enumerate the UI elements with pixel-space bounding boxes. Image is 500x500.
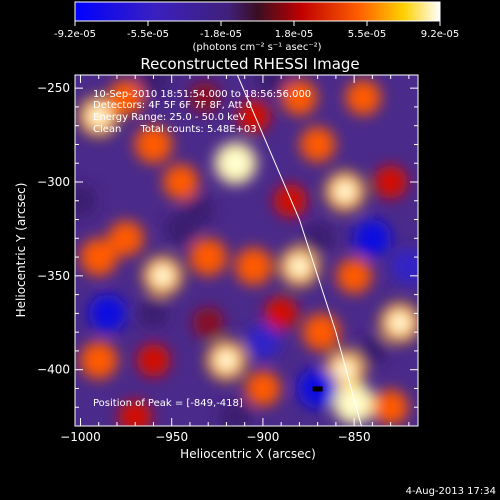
x-tick-label: −1000 bbox=[60, 430, 101, 444]
heatmap-blob bbox=[79, 341, 118, 380]
heatmap-blob bbox=[234, 247, 273, 286]
heatmap-blob bbox=[108, 79, 144, 116]
axis-ticks: −1000 −950 −900 −850 −250 −300 −350 −400 bbox=[37, 75, 418, 444]
heatmap-blob bbox=[118, 400, 152, 426]
heatmap-blob bbox=[237, 99, 271, 133]
footer-timestamp: 4-Aug-2013 17:34 bbox=[406, 486, 496, 497]
x-tick-label: −900 bbox=[246, 430, 279, 444]
heatmap-blob bbox=[336, 258, 372, 294]
heatmap-blob-core bbox=[343, 392, 365, 414]
colorbar-tick-label: 1.8e-05 bbox=[275, 29, 313, 40]
heatmap-blob bbox=[79, 238, 118, 276]
x-tick-label: −850 bbox=[338, 430, 371, 444]
heatmap-blob-core bbox=[389, 312, 410, 333]
heatmap-blob bbox=[372, 389, 409, 425]
heatmap-blob bbox=[353, 219, 392, 258]
heatmap-blob bbox=[136, 75, 171, 96]
annotation-counts: Clean Total counts: 5.48E+03 bbox=[93, 124, 257, 135]
heatmap-blob bbox=[273, 184, 307, 218]
heatmap-blob bbox=[374, 165, 408, 199]
heatmap-blob bbox=[189, 238, 227, 276]
heatmap-blob bbox=[108, 220, 144, 256]
annotation-block: 10-Sep-2010 18:51:54.000 to 18:56:56.000… bbox=[93, 89, 311, 135]
colorbar-label: (photons cm⁻² s⁻¹ asec⁻²) bbox=[192, 42, 321, 53]
heatmap-blob bbox=[356, 335, 388, 367]
heatmap-blob bbox=[255, 75, 289, 96]
x-tick-label: −950 bbox=[155, 430, 188, 444]
colorbar: -9.2e-05 -5.5e-05 -1.8e-05 1.8e-05 5.5e-05 9.… bbox=[54, 1, 459, 53]
peak-marker bbox=[312, 386, 323, 392]
x-axis-label: Heliocentric X (arcsec) bbox=[180, 447, 316, 461]
colorbar-ticks: -9.2e-05 -5.5e-05 -1.8e-05 1.8e-05 5.5e-05 9.… bbox=[54, 21, 459, 40]
heatmap-blob bbox=[189, 82, 221, 114]
chart-title: Reconstructed RHESSI Image bbox=[140, 55, 359, 73]
heatmap-blob bbox=[137, 297, 169, 329]
heatmap-blob bbox=[134, 125, 173, 164]
solar-limb-line bbox=[236, 75, 362, 426]
heatmap-blob bbox=[301, 221, 335, 255]
y-axis-label: Heliocentric Y (arcsec) bbox=[14, 183, 28, 318]
annotation-energy: Energy Range: 25.0 - 50.0 keV bbox=[93, 112, 246, 123]
heatmap-blob bbox=[183, 194, 215, 226]
heatmap-blob-core bbox=[152, 265, 173, 286]
heatmap-blob bbox=[245, 370, 281, 407]
heatmap-blob bbox=[299, 126, 336, 163]
heatmap-blob bbox=[345, 79, 381, 116]
heatmap-blob bbox=[302, 313, 341, 351]
colorbar-tick-label: -1.8e-05 bbox=[200, 29, 242, 40]
heatmap-blob-core bbox=[335, 181, 355, 202]
heatmap-blob bbox=[264, 296, 298, 330]
y-tick-label: −250 bbox=[37, 81, 70, 95]
heatmap-blobs bbox=[75, 75, 418, 426]
heatmap-blob bbox=[136, 343, 171, 377]
heatmap-blob-core bbox=[88, 106, 109, 127]
heatmap-blob bbox=[218, 400, 253, 426]
heatmap-blob bbox=[89, 294, 127, 333]
colorbar-tick-label: -9.2e-05 bbox=[54, 29, 96, 40]
heatmap-blob bbox=[75, 184, 98, 218]
heatmap-blob-core bbox=[289, 256, 310, 277]
annotation-detectors: Detectors: 4F 5F 6F 7F 8F, Att 0 bbox=[93, 100, 252, 111]
heatmap-blob bbox=[245, 323, 281, 360]
colorbar-gradient bbox=[74, 1, 441, 22]
heatmap-blob bbox=[163, 164, 199, 200]
heatmap-blob-core bbox=[216, 350, 237, 371]
heatmap-blob bbox=[281, 79, 318, 116]
colorbar-tick-label: -5.5e-05 bbox=[127, 29, 169, 40]
peak-position-label: Position of Peak = [-849,-418] bbox=[93, 398, 243, 409]
colorbar-tick-label: 9.2e-05 bbox=[421, 29, 459, 40]
plot-frame bbox=[74, 74, 419, 427]
annotation-time-range: 10-Sep-2010 18:51:54.000 to 18:56:56.000 bbox=[93, 89, 311, 100]
heatmap-blob bbox=[391, 248, 418, 285]
y-tick-label: −400 bbox=[37, 363, 70, 377]
heatmap-blob bbox=[192, 307, 224, 339]
heatmap-blob-core bbox=[225, 152, 247, 174]
y-tick-label: −350 bbox=[37, 269, 70, 283]
colorbar-tick-label: 5.5e-05 bbox=[348, 29, 386, 40]
y-tick-label: −300 bbox=[37, 175, 70, 189]
heatmap-plot-area: −1000 −950 −900 −850 −250 −300 −350 −400 10-Sep… bbox=[37, 74, 419, 444]
heatmap-blob-core bbox=[335, 359, 355, 380]
